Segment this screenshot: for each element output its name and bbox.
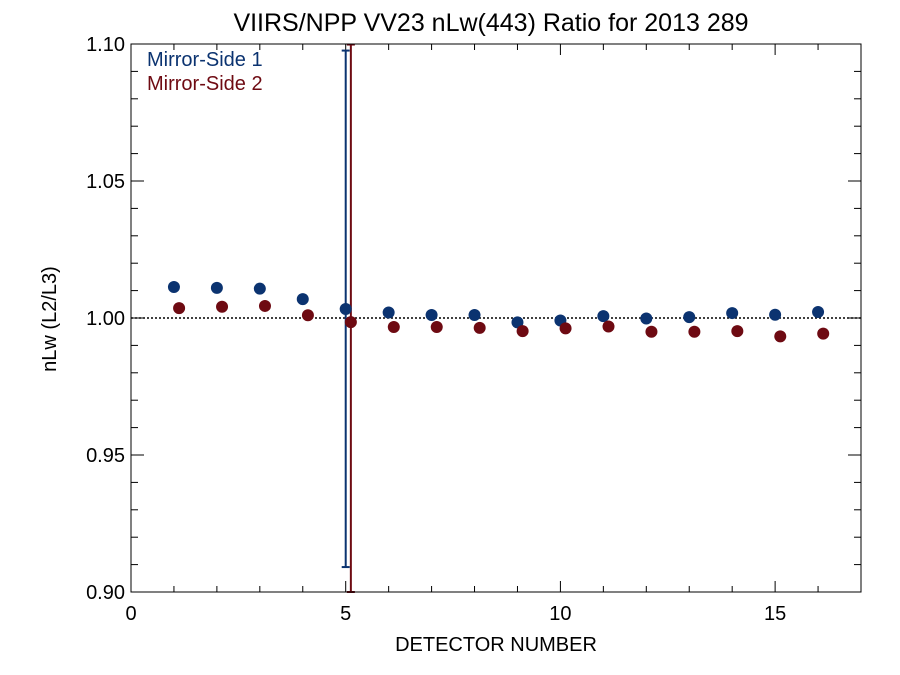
axis-ticks: 0 5 10 15 0.90 0.95 1.00 1.05 1.10 xyxy=(86,34,862,625)
data-point-series-1 xyxy=(296,293,309,306)
data-point-series-2 xyxy=(430,321,443,334)
x-tick-label: 5 xyxy=(340,603,351,625)
data-point-series-1 xyxy=(597,310,610,323)
y-tick-label: 1.10 xyxy=(86,34,125,56)
data-point-series-1 xyxy=(253,282,266,295)
data-point-series-2 xyxy=(301,309,314,322)
data-point-series-2 xyxy=(173,302,186,315)
x-tick-label: 0 xyxy=(125,603,136,625)
data-point-series-2 xyxy=(817,327,830,340)
y-axis-label: nLw (L2/L3) xyxy=(39,266,61,372)
chart-title: VIIRS/NPP VV23 nLw(443) Ratio for 2013 2… xyxy=(233,9,748,37)
data-point-series-2 xyxy=(731,325,744,338)
data-point-series-1 xyxy=(640,312,653,325)
data-points xyxy=(167,281,830,343)
data-point-series-1 xyxy=(511,316,524,329)
data-point-series-1 xyxy=(382,306,395,319)
x-axis-label: DETECTOR NUMBER xyxy=(395,634,597,656)
data-point-series-2 xyxy=(216,300,229,313)
data-point-series-2 xyxy=(258,299,271,312)
y-tick-label: 1.05 xyxy=(86,171,125,193)
data-point-series-2 xyxy=(473,321,486,334)
legend-entry: Mirror-Side 1 xyxy=(147,49,263,71)
data-point-series-1 xyxy=(769,308,782,321)
data-point-series-1 xyxy=(468,308,481,321)
data-point-series-2 xyxy=(602,320,615,333)
y-tick-label: 0.90 xyxy=(86,582,125,604)
y-tick-label: 0.95 xyxy=(86,445,125,467)
data-point-series-2 xyxy=(344,316,357,329)
data-point-series-2 xyxy=(645,325,658,338)
y-tick-label: 1.00 xyxy=(86,308,125,330)
data-point-series-1 xyxy=(339,302,352,315)
data-point-series-1 xyxy=(425,308,438,321)
data-point-series-1 xyxy=(812,305,825,318)
legend-entry: Mirror-Side 2 xyxy=(147,73,263,95)
x-tick-label: 10 xyxy=(549,603,571,625)
data-point-series-2 xyxy=(387,321,400,334)
data-point-series-1 xyxy=(210,281,223,294)
data-point-series-2 xyxy=(516,325,529,338)
data-point-series-2 xyxy=(559,322,572,335)
data-point-series-2 xyxy=(774,330,787,343)
plot-frame xyxy=(130,43,862,593)
data-point-series-2 xyxy=(688,325,701,338)
data-point-series-1 xyxy=(167,281,180,294)
data-point-series-1 xyxy=(683,311,696,324)
x-tick-label: 15 xyxy=(764,603,786,625)
data-point-series-1 xyxy=(726,307,739,320)
